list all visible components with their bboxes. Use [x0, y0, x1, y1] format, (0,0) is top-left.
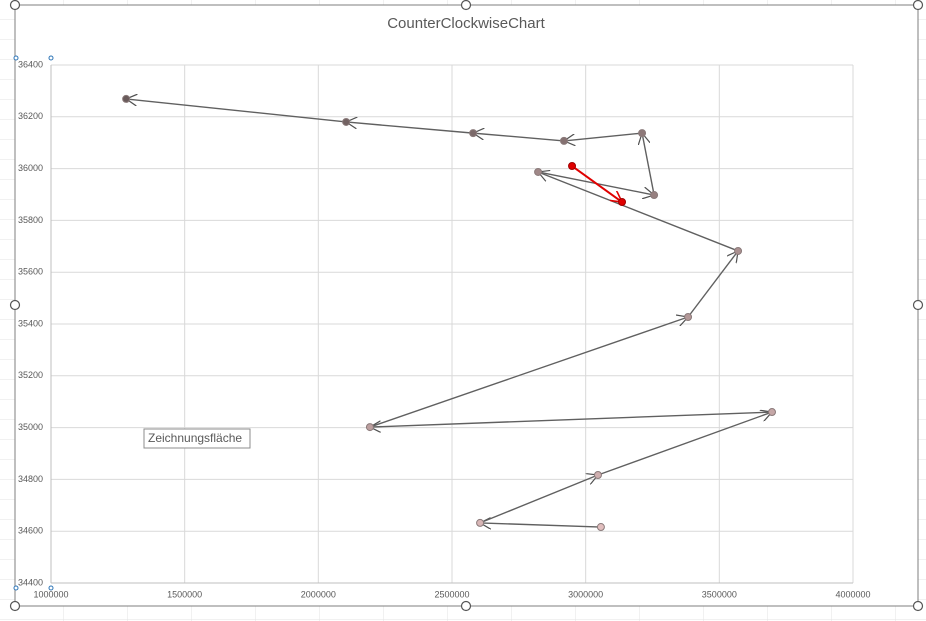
point [638, 129, 647, 138]
x-tick-label: 4000000 [835, 589, 870, 599]
plot-handle [48, 585, 54, 591]
y-tick-label: 35400 [18, 318, 43, 328]
point [684, 313, 693, 322]
arrow-segment [480, 523, 601, 527]
y-tick-label: 35800 [18, 215, 43, 225]
tooltip-box [143, 428, 251, 449]
y-tick-label: 35200 [18, 370, 43, 380]
x-tick-label: 2000000 [301, 589, 336, 599]
y-tick-label: 36200 [18, 111, 43, 121]
resize-handle [460, 600, 472, 612]
x-tick-label: 1500000 [167, 589, 202, 599]
point [767, 408, 776, 417]
point [560, 136, 569, 145]
resize-handle [912, 0, 924, 11]
x-tick-label: 2500000 [434, 589, 469, 599]
tooltip: Zeichnungsfläche [148, 431, 242, 445]
arrow-segment [687, 251, 738, 318]
arrow-segment [370, 411, 773, 427]
arrow-segment [346, 122, 474, 134]
point [534, 167, 543, 176]
resize-handle [9, 600, 21, 612]
chart-area[interactable] [14, 4, 919, 607]
point [476, 518, 485, 527]
point [568, 162, 577, 171]
selection-handles [9, 0, 924, 612]
point [365, 423, 374, 432]
point [734, 246, 743, 255]
y-tick-label: 36000 [18, 163, 43, 173]
arrow-segment [473, 133, 565, 142]
y-tick-label: 34800 [18, 474, 43, 484]
point [618, 198, 627, 207]
chart-title: CounterClockwiseChart [387, 15, 545, 32]
point [593, 470, 602, 479]
point [650, 191, 659, 200]
resize-handle [460, 0, 472, 11]
arrow-segment [126, 99, 347, 123]
x-tick-label: 1000000 [33, 589, 68, 599]
resize-handle [912, 299, 924, 311]
point [122, 94, 131, 103]
arrow-segment [564, 132, 643, 141]
plot-handle [48, 55, 54, 61]
y-tick-label: 35600 [18, 267, 43, 277]
plot-handle [13, 55, 19, 61]
resize-handle [9, 0, 21, 11]
resize-handle [912, 600, 924, 612]
arrow-segment [538, 172, 739, 252]
arrow-segment [479, 475, 598, 524]
arrow-segment [597, 412, 772, 476]
y-tick-label: 34400 [18, 577, 43, 587]
y-tick-label: 35000 [18, 422, 43, 432]
arrow-segment [642, 133, 655, 196]
x-tick-label: 3500000 [702, 589, 737, 599]
arrow-segment [369, 317, 688, 428]
arrow-segment [571, 165, 622, 202]
y-tick-label: 36400 [18, 59, 43, 69]
plot-handle [13, 585, 19, 591]
x-tick-label: 3000000 [568, 589, 603, 599]
point [596, 523, 605, 532]
point [342, 117, 351, 126]
point [469, 129, 478, 138]
y-tick-label: 34600 [18, 526, 43, 536]
resize-handle [9, 299, 21, 311]
